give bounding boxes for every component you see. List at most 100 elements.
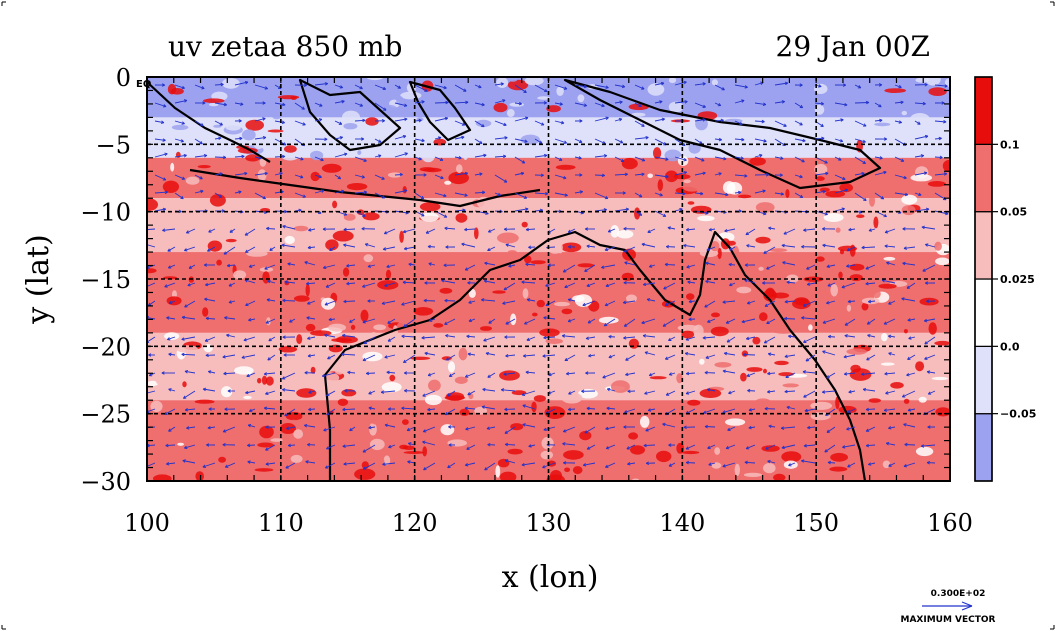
wind-vector xyxy=(382,246,396,251)
wind-vector xyxy=(746,300,756,305)
wind-vector xyxy=(826,372,836,379)
coastlines xyxy=(147,78,882,481)
field-blob xyxy=(420,212,439,222)
wind-vector xyxy=(567,407,576,412)
field-blob xyxy=(362,212,380,221)
field-blob xyxy=(630,445,645,455)
wind-vector xyxy=(522,354,536,358)
wind-vector xyxy=(321,372,336,378)
wind-vector xyxy=(454,171,468,176)
wind-vector xyxy=(461,242,476,248)
wind-vector xyxy=(707,318,716,323)
field-blob xyxy=(626,85,633,92)
field-blob xyxy=(878,283,897,289)
wind-vector xyxy=(734,137,745,142)
wind-vector xyxy=(574,190,583,194)
wind-vector xyxy=(874,83,883,87)
wind-vector xyxy=(503,227,516,232)
field-blob xyxy=(915,77,930,83)
field-blob xyxy=(492,290,506,294)
colorbar-band xyxy=(974,76,993,145)
field-blob xyxy=(628,338,640,349)
field-blob xyxy=(354,468,376,480)
wind-vector xyxy=(414,100,425,104)
wind-vector xyxy=(464,462,476,467)
wind-vector xyxy=(454,192,468,197)
wind-vector xyxy=(744,460,756,465)
wind-vector xyxy=(181,315,196,320)
y-axis-label: y (lat) xyxy=(21,234,56,324)
wind-vector xyxy=(534,120,545,126)
wind-vector xyxy=(728,262,736,267)
wind-vector xyxy=(514,192,528,199)
wind-vector xyxy=(854,100,870,105)
wind-vector xyxy=(465,426,476,431)
field-blob xyxy=(935,257,950,266)
field-blob xyxy=(942,160,950,172)
field-blob xyxy=(680,219,700,227)
wind-vector xyxy=(183,246,196,252)
wind-vector xyxy=(794,174,803,179)
wind-vector xyxy=(894,84,902,89)
wind-vector xyxy=(874,102,882,108)
field-blob xyxy=(861,297,880,305)
field-blob xyxy=(444,180,452,185)
wind-vector xyxy=(427,372,436,377)
wind-vector xyxy=(694,156,705,162)
field-blob xyxy=(290,96,297,100)
field-blob xyxy=(399,230,404,243)
wind-vector xyxy=(526,336,536,342)
wind-vector xyxy=(154,102,167,108)
wind-vector xyxy=(623,336,636,340)
wind-vector xyxy=(827,334,836,339)
wind-vector xyxy=(694,171,706,176)
field-blob xyxy=(530,180,546,184)
wind-vector xyxy=(265,425,276,429)
wind-vector xyxy=(685,444,696,450)
field-blob xyxy=(421,150,435,163)
wind-vector xyxy=(784,389,796,394)
field-blob xyxy=(647,83,665,96)
wind-vectors xyxy=(147,80,949,471)
wind-vector xyxy=(474,84,482,89)
field-blob xyxy=(871,129,882,137)
field-blob xyxy=(546,474,565,481)
field-blob xyxy=(257,169,267,182)
wind-vector xyxy=(326,408,336,416)
wind-vector xyxy=(614,138,624,144)
wind-vector xyxy=(388,444,396,449)
wind-vector xyxy=(794,120,803,126)
field-blob xyxy=(717,247,722,260)
coastline-sulawesi xyxy=(408,80,472,142)
wind-vector xyxy=(568,390,576,395)
wind-vector xyxy=(654,117,665,122)
wind-vector xyxy=(427,244,436,249)
field-blob xyxy=(878,278,888,285)
field-blob xyxy=(343,267,350,277)
field-blob xyxy=(687,399,701,406)
field-blob xyxy=(823,213,844,222)
wind-vector xyxy=(245,390,256,395)
wind-vector xyxy=(603,318,616,327)
wind-vector xyxy=(788,334,796,339)
field-blob xyxy=(183,271,201,280)
y-tick-label: 0 xyxy=(116,64,131,92)
wind-vector xyxy=(204,336,216,342)
wind-vector xyxy=(168,352,176,357)
wind-vector xyxy=(685,460,696,465)
wind-vector xyxy=(822,243,836,248)
field-blob xyxy=(152,124,166,135)
field-blob xyxy=(499,370,520,381)
wind-vector xyxy=(184,300,196,308)
wind-vector xyxy=(314,156,324,162)
wind-vector xyxy=(168,426,176,432)
field-blob xyxy=(524,77,544,86)
field-blob xyxy=(554,288,571,297)
field-blob xyxy=(681,330,695,339)
field-blob xyxy=(402,419,409,425)
field-blob xyxy=(284,235,295,245)
wind-vector xyxy=(585,371,596,375)
field-blob xyxy=(934,241,942,251)
wind-vector xyxy=(354,84,363,90)
field-blob xyxy=(536,299,545,308)
